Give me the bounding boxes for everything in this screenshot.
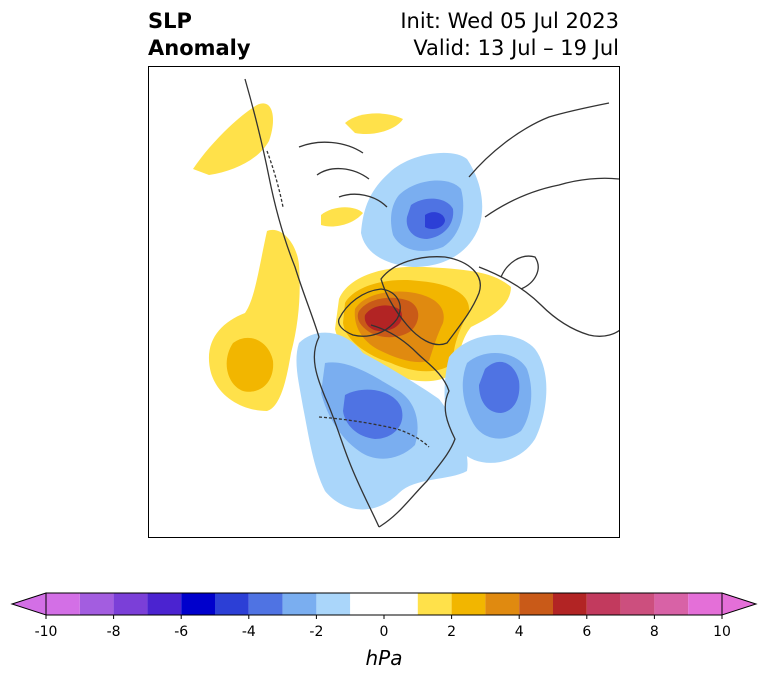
colorbar-cell bbox=[350, 593, 418, 615]
slp-anomaly-map bbox=[148, 66, 620, 538]
map-title: SLP Anomaly bbox=[148, 8, 251, 62]
anomaly-high-arctic bbox=[345, 113, 403, 135]
colorbar-tick-label: 0 bbox=[379, 624, 389, 640]
border-alaska bbox=[266, 150, 284, 208]
coast-arctic-islands bbox=[298, 141, 388, 208]
colorbar-cell bbox=[451, 593, 486, 615]
coast-greenland bbox=[380, 256, 481, 346]
colorbar-cell bbox=[282, 593, 317, 615]
forecast-info: Init: Wed 05 Jul 2023 Valid: 13 Jul – 19… bbox=[400, 8, 619, 62]
map-canvas bbox=[193, 78, 619, 528]
anomaly-low-north-america-core bbox=[343, 389, 403, 439]
colorbar-tick-label: -8 bbox=[106, 624, 121, 640]
colorbar-extend-max bbox=[721, 592, 758, 616]
colorbar-svg bbox=[10, 592, 758, 619]
title-anomaly: Anomaly bbox=[148, 36, 251, 60]
negative-anomaly-layer bbox=[296, 152, 547, 510]
colorbar-cell bbox=[248, 593, 283, 615]
anomaly-high-alaska bbox=[193, 103, 273, 175]
colorbar-cell bbox=[654, 593, 689, 615]
colorbar-cell bbox=[485, 593, 520, 615]
colorbar-tick-label: 4 bbox=[514, 624, 524, 640]
colorbar-ticks bbox=[45, 615, 723, 619]
colorbar-tick-label: -6 bbox=[174, 624, 189, 640]
colorbar-extend-min bbox=[10, 592, 47, 616]
title-variable: SLP bbox=[148, 9, 192, 33]
anomaly-low-arctic-core bbox=[425, 212, 445, 229]
colorbar-cell bbox=[46, 593, 80, 615]
colorbar-cell bbox=[147, 593, 182, 615]
colorbar-tick-label: 2 bbox=[447, 624, 457, 640]
colorbar-cell bbox=[586, 593, 621, 615]
colorbar-cell bbox=[553, 593, 587, 615]
colorbar-cell bbox=[113, 593, 148, 615]
colorbar-cell bbox=[620, 593, 655, 615]
colorbar-tick-label: -2 bbox=[309, 624, 324, 640]
anomaly-high-canada-small bbox=[321, 207, 363, 227]
colorbar-cell bbox=[688, 593, 722, 615]
colorbar-tick-label: -10 bbox=[34, 624, 58, 640]
colorbar-cell bbox=[417, 593, 452, 615]
coast-scandinavia bbox=[500, 255, 539, 290]
border-us-canada bbox=[318, 416, 430, 448]
colorbar-cell bbox=[316, 593, 351, 615]
colorbar-cells bbox=[10, 592, 758, 616]
anomaly-low-atlantic-core bbox=[479, 361, 520, 413]
colorbar-tick-label: 6 bbox=[582, 624, 592, 640]
colorbar-tick-label: -4 bbox=[241, 624, 256, 640]
valid-range: Valid: 13 Jul – 19 Jul bbox=[413, 36, 619, 60]
anomaly-high-pacific-core bbox=[226, 337, 274, 392]
init-date: Init: Wed 05 Jul 2023 bbox=[400, 9, 619, 33]
colorbar-cell bbox=[181, 593, 215, 615]
coast-north-america-west bbox=[244, 78, 380, 528]
colorbar-cell bbox=[79, 593, 114, 615]
coast-north-america-east bbox=[370, 324, 456, 528]
colorbar-tick-label: 8 bbox=[649, 624, 659, 640]
colorbar-tick-label: 10 bbox=[713, 624, 731, 640]
coastline-layer bbox=[244, 78, 619, 528]
positive-anomaly-layer bbox=[193, 103, 511, 411]
colorbar-unit: hPa bbox=[365, 646, 403, 670]
coast-hudson-bay bbox=[337, 288, 401, 337]
colorbar-cell bbox=[519, 593, 553, 615]
coast-eurasia bbox=[468, 102, 619, 337]
colorbar bbox=[0, 580, 768, 680]
colorbar-cell bbox=[215, 593, 249, 615]
